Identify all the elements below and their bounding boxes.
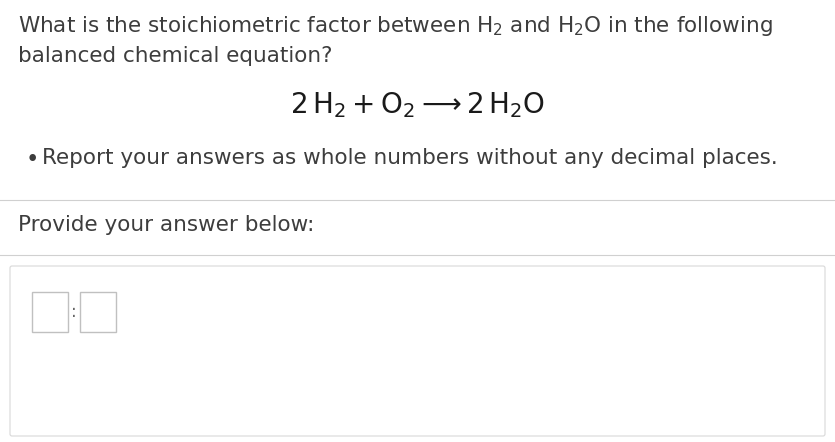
Text: What is the stoichiometric factor between $\mathregular{H_2}$ and $\mathregular{: What is the stoichiometric factor betwee… xyxy=(18,14,772,38)
Text: $\mathregular{2\,H_2 + O_2 \longrightarrow 2\,H_2O}$: $\mathregular{2\,H_2 + O_2 \longrightarr… xyxy=(290,90,545,120)
Text: balanced chemical equation?: balanced chemical equation? xyxy=(18,46,332,66)
FancyBboxPatch shape xyxy=(10,266,825,436)
Text: :: : xyxy=(71,303,77,321)
Text: Provide your answer below:: Provide your answer below: xyxy=(18,215,314,235)
FancyBboxPatch shape xyxy=(32,292,68,332)
Text: •: • xyxy=(26,148,39,171)
Text: Report your answers as whole numbers without any decimal places.: Report your answers as whole numbers wit… xyxy=(42,148,777,168)
FancyBboxPatch shape xyxy=(80,292,116,332)
